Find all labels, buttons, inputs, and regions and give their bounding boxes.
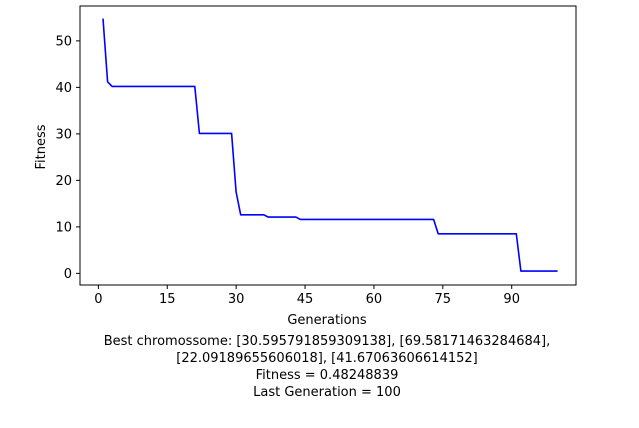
y-tick-label: 50 xyxy=(55,34,72,49)
x-tick-label: 15 xyxy=(159,292,176,307)
y-tick-label: 40 xyxy=(55,81,72,96)
x-tick-label: 60 xyxy=(366,292,383,307)
x-tick-label: 75 xyxy=(435,292,452,307)
y-tick-label: 10 xyxy=(55,220,72,235)
fitness-value: Fitness = 0.48248839 xyxy=(255,368,399,383)
x-axis-label: Generations xyxy=(287,313,367,328)
axes-frame xyxy=(79,5,577,286)
x-tick-label: 45 xyxy=(297,292,314,307)
y-tick-label: 20 xyxy=(55,174,72,189)
x-tick-label: 30 xyxy=(228,292,245,307)
plot-area xyxy=(79,5,577,286)
y-tick-label: 0 xyxy=(64,267,72,282)
y-axis-ticks: 0 10 20 30 40 50 xyxy=(55,34,80,282)
best-chromosome-line-2: [22.09189655606018], [41.67063606614152] xyxy=(176,351,478,366)
series-line-0 xyxy=(102,18,558,272)
x-tick-label: 0 xyxy=(94,292,102,307)
x-tick-label: 90 xyxy=(503,292,520,307)
last-generation: Last Generation = 100 xyxy=(253,385,401,400)
best-chromosome-line-1: Best chromossome: [30.595791859309138], … xyxy=(103,334,551,349)
y-axis-label: Fitness xyxy=(34,124,49,169)
y-tick-label: 30 xyxy=(55,127,72,142)
results-caption: Best chromossome: [30.595791859309138], … xyxy=(0,333,639,401)
x-axis-ticks: 0 15 30 45 60 75 90 xyxy=(94,285,520,307)
